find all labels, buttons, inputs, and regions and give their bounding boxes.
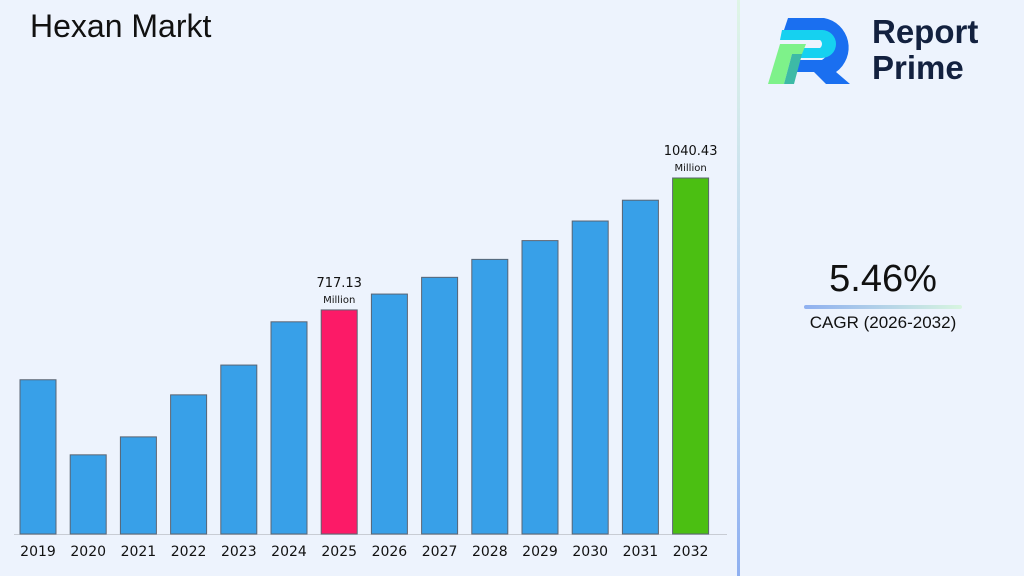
x-tick-label: 2030 — [572, 544, 608, 560]
bar-2029 — [521, 240, 559, 535]
bar-2028 — [471, 258, 509, 535]
x-tick-label: 2021 — [121, 544, 157, 560]
bar-2022 — [170, 394, 208, 535]
x-tick-label: 2027 — [422, 544, 458, 560]
x-tick-label: 2020 — [70, 544, 106, 560]
cagr-label: CAGR (2026-2032) — [809, 313, 957, 332]
divider — [737, 0, 740, 576]
x-tick-label: 2026 — [372, 544, 408, 560]
bar-2023 — [220, 364, 258, 535]
bar-2030 — [571, 220, 609, 535]
cagr-value: 5.46% — [829, 258, 937, 300]
bar-2031 — [621, 199, 659, 535]
bar-2032 — [672, 177, 710, 535]
bar-2021 — [119, 436, 157, 535]
x-tick-label: 2031 — [623, 544, 659, 560]
x-tick-label: 2029 — [522, 544, 558, 560]
cagr-underline — [804, 305, 962, 309]
bar-chart: 2019 2020 2021 2022 2023 2024 2025 717.13 Millio… — [14, 144, 727, 560]
bar-2020 — [69, 454, 107, 535]
x-tick-label: 2028 — [472, 544, 508, 560]
x-tick-label: 2022 — [171, 544, 207, 560]
bar-2026 — [370, 293, 408, 535]
brand-line2: Prime — [872, 49, 964, 86]
bar-2025 — [320, 309, 358, 535]
x-tick-label: 2024 — [271, 544, 307, 560]
x-tick-label: 2019 — [20, 544, 56, 560]
x-tick-label: 2025 — [321, 544, 357, 560]
data-label-value: 1040.43 — [664, 144, 718, 159]
x-tick-label: 2032 — [673, 544, 709, 560]
chart-title: Hexan Markt — [30, 8, 212, 44]
bar-2024 — [270, 321, 308, 535]
x-tick-label: 2023 — [221, 544, 257, 560]
bar-2019 — [19, 379, 57, 535]
logo-mark-icon — [768, 18, 850, 84]
data-label-unit: Million — [323, 295, 355, 306]
cagr-panel: 5.46% CAGR (2026-2032) — [790, 258, 976, 333]
data-label-value: 717.13 — [316, 276, 362, 291]
brand-line1: Report — [872, 13, 979, 50]
data-label-unit: Million — [674, 163, 706, 174]
report-prime-logo: Report Prime — [766, 14, 1006, 90]
bar-2027 — [421, 276, 459, 535]
